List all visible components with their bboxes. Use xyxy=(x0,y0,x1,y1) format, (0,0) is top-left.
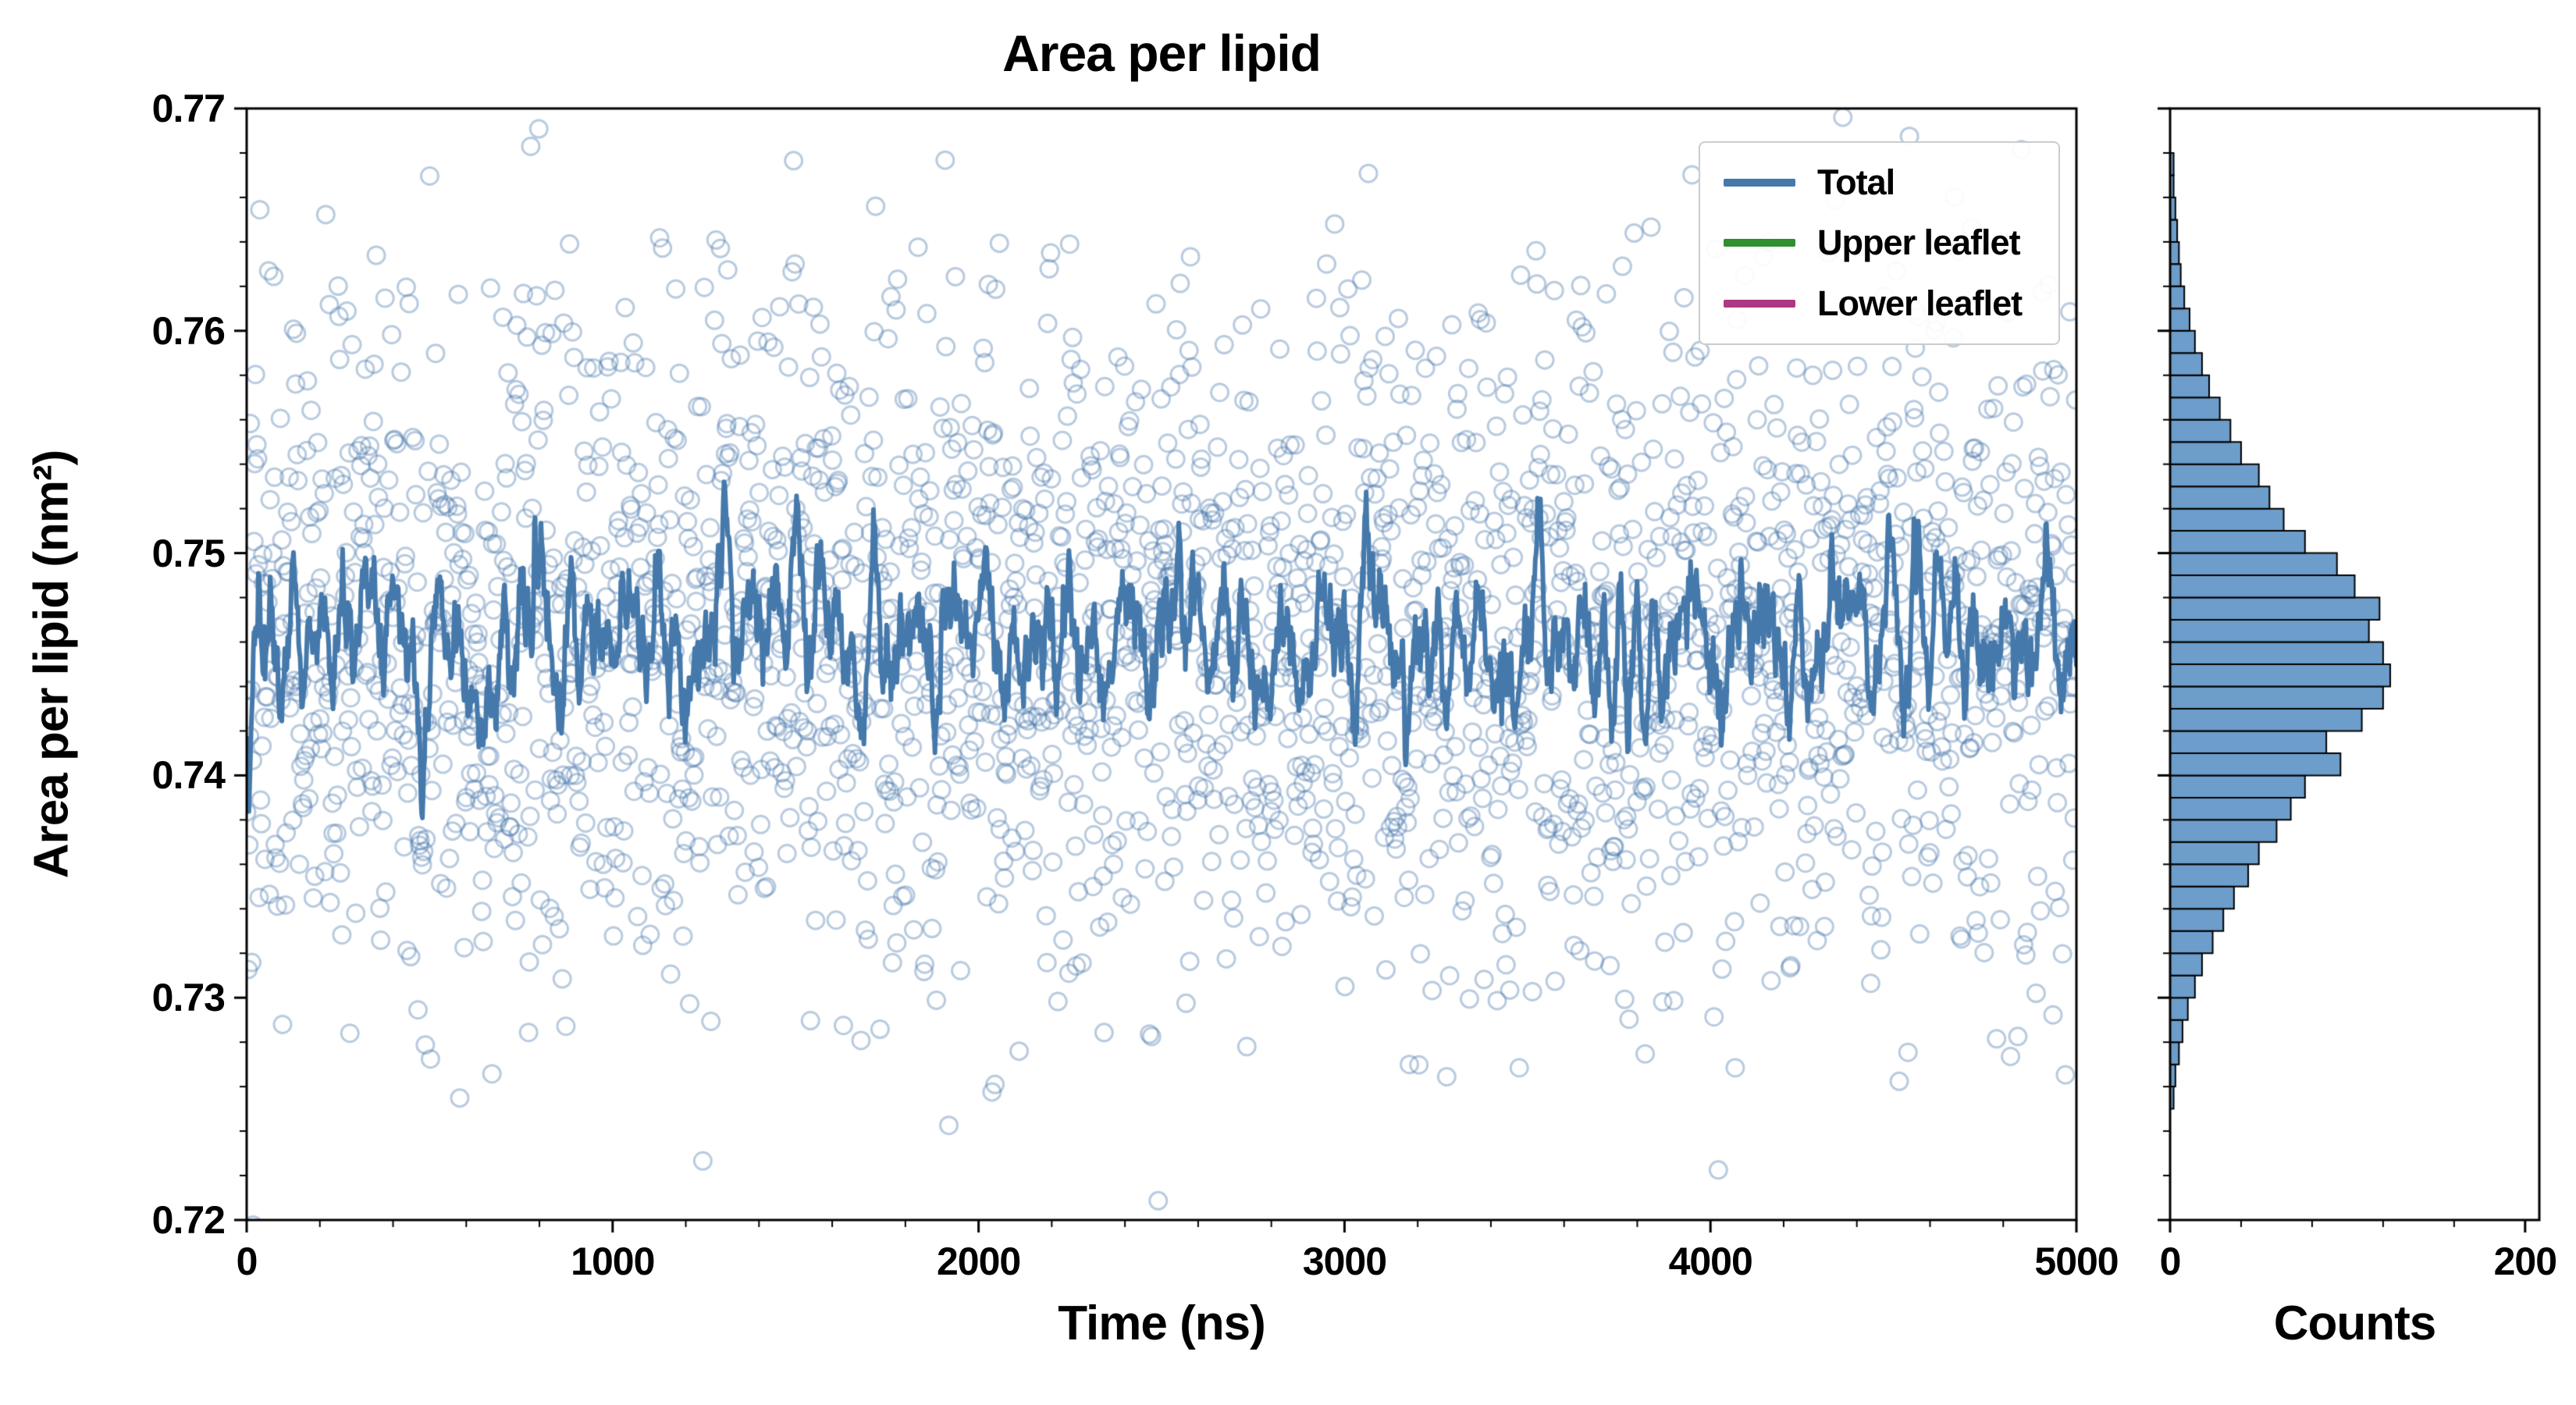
y-tick-label: 0.76 xyxy=(151,308,226,353)
legend-item-total: Total xyxy=(1724,162,2035,203)
hist-x-axis-label: Counts xyxy=(2273,1297,2437,1350)
x-tick-label: 4000 xyxy=(1668,1240,1753,1283)
legend-item-upper-leaflet: Upper leaflet xyxy=(1724,222,2035,263)
x-tick-label: 0 xyxy=(236,1240,258,1283)
x-axis-label: Time (ns) xyxy=(1058,1297,1265,1350)
x-tick-label: 3000 xyxy=(1302,1240,1387,1283)
y-tick-label: 0.75 xyxy=(151,531,226,575)
hist-x-tick-label: 200 xyxy=(2493,1240,2557,1283)
legend-line-lower-leaflet xyxy=(1724,300,1795,308)
legend-item-lower-leaflet: Lower leaflet xyxy=(1724,283,2035,324)
legend-label-upper-leaflet: Upper leaflet xyxy=(1817,222,2021,263)
x-tick-label: 1000 xyxy=(571,1240,655,1283)
legend-line-total xyxy=(1724,178,1795,187)
y-tick-label: 0.77 xyxy=(151,87,226,130)
legend-label-lower-leaflet: Lower leaflet xyxy=(1817,283,2023,324)
y-tick-label: 0.72 xyxy=(151,1198,226,1242)
y-axis-label: Area per lipid (nm²) xyxy=(24,450,79,879)
legend: Total Upper leaflet Lower leaflet xyxy=(1699,141,2060,345)
x-tick-label: 5000 xyxy=(2034,1240,2119,1283)
hist-x-tick-label: 0 xyxy=(2159,1240,2182,1283)
chart-title: Area per lipid xyxy=(1002,24,1322,82)
y-tick-label: 0.74 xyxy=(151,753,226,798)
x-tick-label: 2000 xyxy=(936,1240,1021,1283)
y-tick-label: 0.73 xyxy=(151,976,226,1020)
legend-line-upper-leaflet xyxy=(1724,239,1795,247)
legend-label-total: Total xyxy=(1817,162,1895,202)
